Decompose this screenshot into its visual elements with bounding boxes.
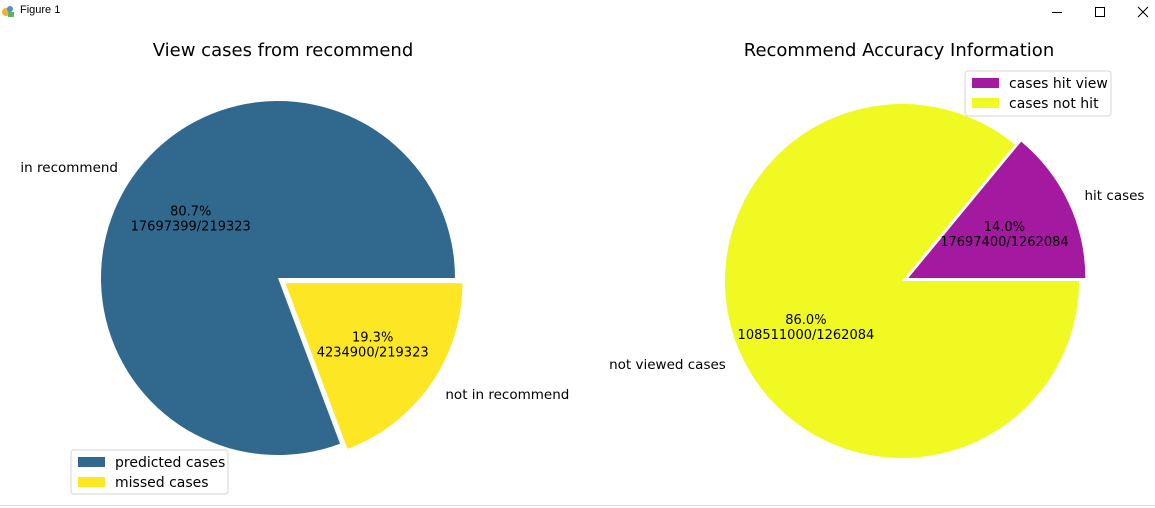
figure-app-icon (0, 3, 16, 19)
slice-percent-label: 19.3% (352, 331, 393, 346)
slice-percent-label: 86.0% (785, 313, 826, 328)
pie-slice (908, 141, 1086, 279)
window-titlebar: Figure 1 (0, 0, 1155, 24)
slice-ratio-label: 17697399/219323 (131, 219, 251, 234)
legend-frame (964, 70, 1112, 117)
slice-category-label: not viewed cases (609, 357, 726, 373)
close-button[interactable] (1123, 0, 1155, 24)
legend-frame (70, 449, 229, 495)
legend-entry-label: missed cases (115, 475, 209, 491)
pie-chart-view-cases: View cases from recommend in recommend 80… (20, 40, 569, 495)
legend-swatch (972, 78, 999, 88)
figure-canvas: View cases from recommend in recommend 80… (20, 40, 1144, 495)
chart-title: Recommend Accuracy Information (744, 40, 1054, 61)
legend-entry-label: predicted cases (115, 455, 225, 471)
slice-percent-label: 14.0% (984, 220, 1025, 235)
legend-entry-label: cases not hit (1009, 96, 1099, 112)
window-title: Figure 1 (20, 4, 61, 16)
slice-ratio-label: 17697400/1262084 (940, 235, 1068, 250)
chart-legend: predicted cases missed cases (70, 449, 229, 495)
minimize-icon (1051, 6, 1063, 18)
pie-slice (285, 283, 463, 449)
window-bottom-border (0, 505, 1155, 506)
legend-swatch (78, 477, 105, 487)
legend-entry-label: cases hit view (1009, 76, 1108, 92)
pie-slice (100, 101, 455, 456)
slice-category-label: hit cases (1085, 188, 1145, 204)
maximize-button[interactable] (1080, 0, 1120, 24)
slice-category-label: in recommend (20, 160, 118, 176)
minimize-button[interactable] (1037, 0, 1077, 24)
slice-category-label: not in recommend (445, 387, 569, 403)
pie-slice (724, 103, 1079, 458)
pie-chart-accuracy: Recommend Accuracy Information hit cases… (609, 40, 1144, 458)
slice-percent-label: 80.7% (170, 204, 211, 219)
close-icon (1137, 6, 1149, 18)
slice-ratio-label: 4234900/219323 (317, 346, 429, 361)
legend-swatch (972, 98, 999, 108)
slice-ratio-label: 108511000/1262084 (738, 328, 875, 343)
chart-legend: cases hit view cases not hit (964, 70, 1112, 117)
chart-title: View cases from recommend (153, 40, 414, 61)
maximize-icon (1094, 6, 1106, 18)
legend-swatch (78, 457, 105, 467)
